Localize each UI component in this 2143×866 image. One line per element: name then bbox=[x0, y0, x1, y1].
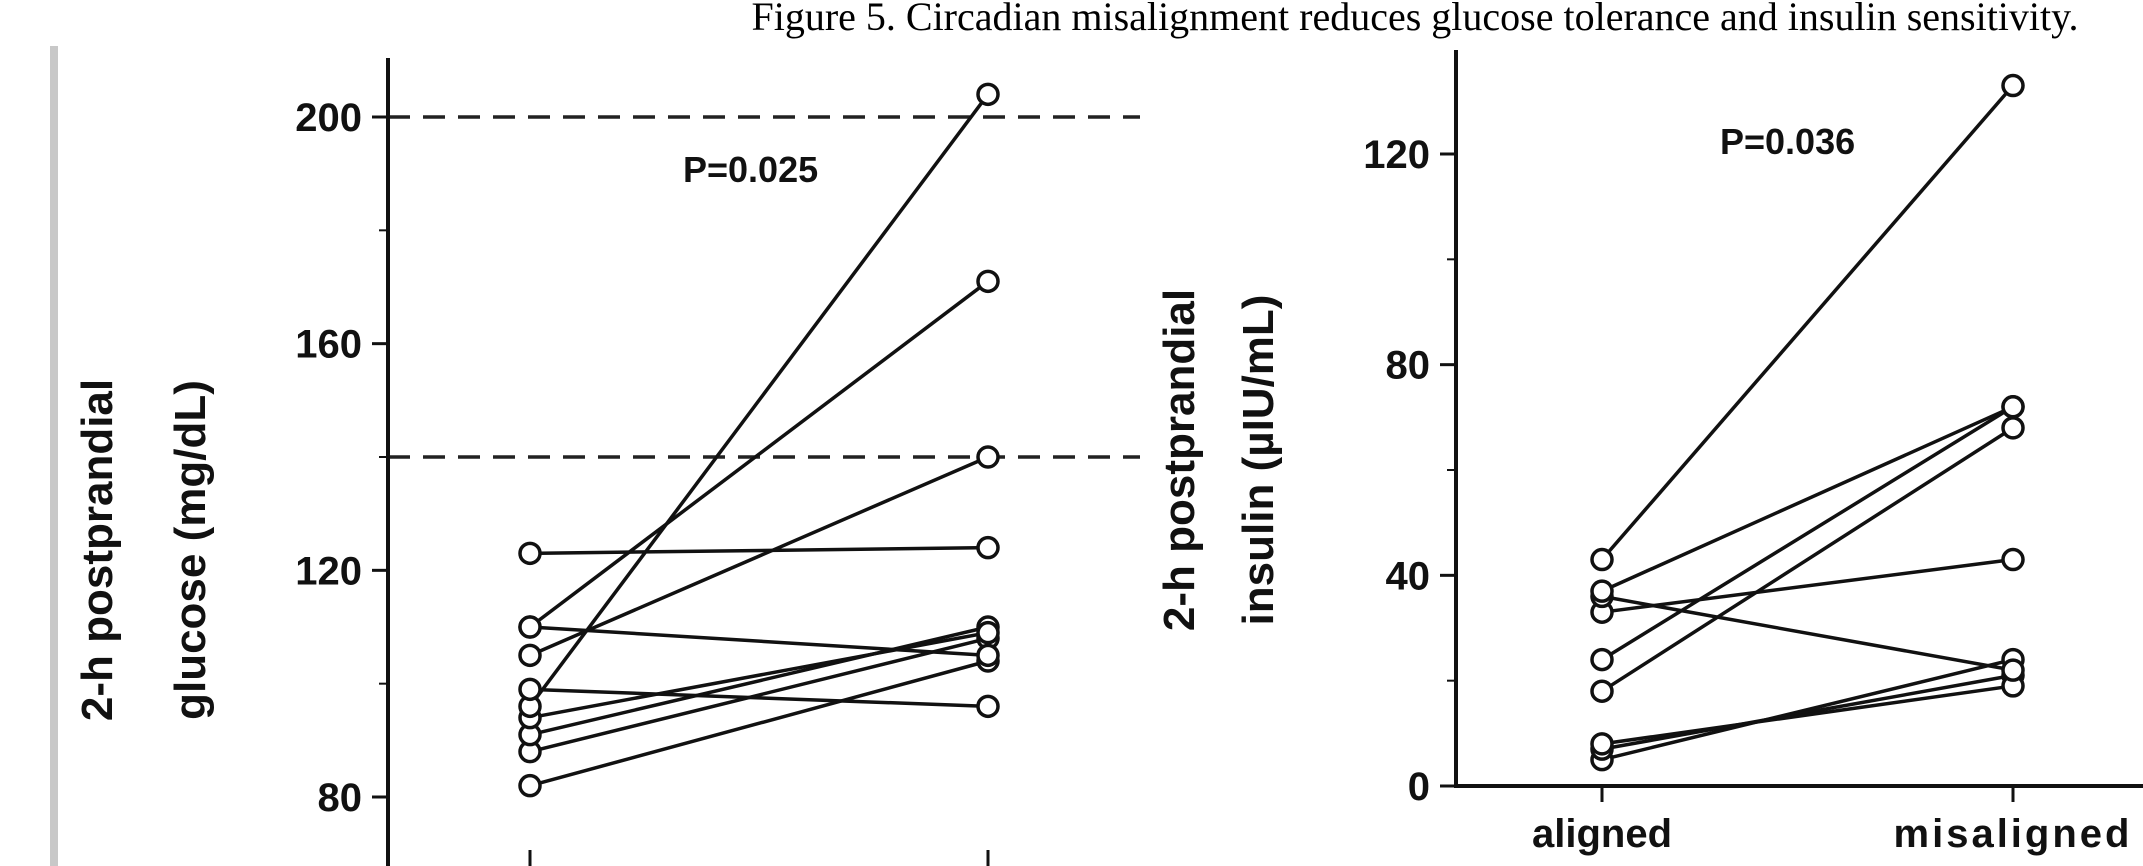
glucose-point-misaligned bbox=[976, 620, 1000, 645]
insulin-point-aligned bbox=[1590, 732, 1614, 756]
glucose-ytick-label: 160 bbox=[295, 323, 362, 367]
glucose-ytick-label: 200 bbox=[295, 96, 362, 140]
insulin-pair-line bbox=[1601, 405, 2014, 593]
glucose-ytick-label: 80 bbox=[318, 776, 363, 820]
insulin-point-misaligned bbox=[2001, 547, 2025, 572]
insulin-point-misaligned bbox=[2001, 395, 2025, 419]
insulin-pair-line bbox=[1601, 557, 2014, 614]
glucose-point-aligned bbox=[518, 541, 542, 566]
insulin-points bbox=[1590, 73, 2025, 772]
insulin-point-aligned bbox=[1590, 647, 1614, 672]
glucose-p-value: P=0.025 bbox=[683, 149, 818, 190]
insulin-point-aligned bbox=[1590, 579, 1614, 603]
insulin-p-value: P=0.036 bbox=[1720, 121, 1855, 162]
glucose-pair-line bbox=[529, 625, 989, 658]
glucose-point-aligned bbox=[518, 677, 542, 702]
insulin-point-misaligned bbox=[2001, 658, 2025, 682]
insulin-x-label-aligned: aligned bbox=[1532, 812, 1672, 856]
insulin-chart: 2-h postprandial insulin (µIU/mL) 0 40 80 1… bbox=[1155, 50, 2143, 856]
insulin-x-label-misaligned: misaligned bbox=[1894, 812, 2133, 856]
glucose-pair-lines bbox=[528, 93, 990, 788]
glucose-pair-line bbox=[529, 630, 989, 720]
glucose-pair-line bbox=[529, 659, 989, 788]
glucose-point-aligned bbox=[518, 773, 542, 798]
insulin-pair-line bbox=[1601, 426, 2014, 693]
glucose-pair-line bbox=[529, 625, 989, 737]
insulin-y-ticks: 0 40 80 120 bbox=[1363, 133, 1456, 809]
insulin-ytick-label: 40 bbox=[1386, 554, 1431, 598]
panel-a-crop-mask bbox=[1140, 40, 1160, 866]
glucose-point-aligned bbox=[518, 615, 542, 639]
glucose-x-ticks bbox=[528, 850, 990, 866]
glucose-ytick-label: 120 bbox=[295, 549, 362, 593]
glucose-ylabel-line1: 2-h postprandial bbox=[73, 379, 122, 721]
figure-caption: Figure 5. Circadian misalignment reduces… bbox=[751, 0, 2078, 39]
insulin-point-aligned bbox=[1590, 547, 1614, 572]
insulin-ytick-label: 80 bbox=[1386, 344, 1431, 388]
glucose-pair-line bbox=[528, 93, 990, 708]
insulin-point-misaligned bbox=[2001, 416, 2025, 440]
insulin-pair-line bbox=[1601, 594, 2014, 672]
glucose-point-misaligned bbox=[976, 535, 1000, 560]
glucose-reference-lines bbox=[388, 115, 1145, 459]
glucose-point-misaligned bbox=[976, 445, 1000, 469]
insulin-ytick-label: 120 bbox=[1363, 133, 1430, 177]
glucose-chart: 2-h postprandial glucose (mg/dL) 80 120 16… bbox=[73, 58, 1145, 866]
insulin-point-misaligned bbox=[2001, 73, 2025, 98]
insulin-pair-lines bbox=[1600, 84, 2015, 762]
insulin-ytick-label: 0 bbox=[1408, 765, 1430, 809]
glucose-point-aligned bbox=[518, 643, 542, 668]
insulin-ylabel-line2: insulin (µIU/mL) bbox=[1234, 295, 1283, 626]
insulin-pair-line bbox=[1601, 405, 2014, 662]
panel-a-left-border bbox=[50, 46, 58, 866]
glucose-pair-line bbox=[528, 279, 990, 629]
glucose-point-misaligned bbox=[976, 269, 1000, 294]
insulin-pair-line bbox=[1601, 657, 2014, 762]
glucose-pair-line bbox=[529, 636, 989, 754]
glucose-point-misaligned bbox=[976, 694, 1000, 719]
insulin-pair-line bbox=[1601, 684, 2014, 746]
glucose-pair-line bbox=[529, 687, 989, 709]
insulin-point-aligned bbox=[1590, 679, 1614, 703]
glucose-point-misaligned bbox=[976, 643, 1000, 668]
insulin-pair-line bbox=[1600, 84, 2015, 561]
glucose-point-misaligned bbox=[976, 82, 1000, 107]
glucose-points bbox=[518, 82, 1000, 798]
insulin-x-ticks bbox=[1600, 786, 2015, 802]
insulin-ylabel-line1: 2-h postprandial bbox=[1155, 289, 1204, 631]
glucose-y-ticks: 80 120 160 200 bbox=[295, 96, 388, 820]
glucose-pair-line bbox=[529, 545, 989, 556]
glucose-ylabel-line2: glucose (mg/dL) bbox=[166, 380, 215, 720]
glucose-pair-line bbox=[529, 455, 989, 657]
insulin-pair-line bbox=[1601, 673, 2014, 751]
